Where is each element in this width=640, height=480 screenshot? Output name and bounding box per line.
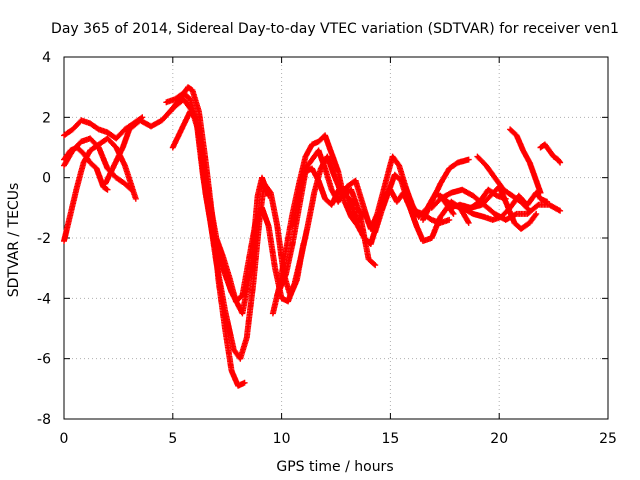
plus-markers	[537, 141, 564, 166]
plus-markers	[474, 153, 533, 214]
x-tick-label: 0	[60, 431, 69, 447]
y-tick-label: 0	[42, 171, 51, 187]
series-arc-18	[507, 126, 544, 196]
y-tick-label: -8	[37, 412, 51, 428]
x-axis-label: GPS time / hours	[276, 459, 393, 475]
plus-markers	[61, 144, 111, 193]
x-tick-label: 5	[168, 431, 177, 447]
series-arc-16	[467, 186, 509, 211]
series-arc-6	[163, 90, 307, 362]
series-arc-17	[474, 153, 533, 214]
x-tick-label: 15	[381, 431, 399, 447]
plus-markers	[507, 126, 544, 196]
y-tick-label: 4	[42, 50, 51, 66]
plus-markers	[289, 147, 453, 235]
plus-markers	[163, 90, 307, 362]
series-arc-11	[289, 147, 453, 235]
grid	[64, 57, 608, 419]
series-arc-19	[537, 141, 564, 166]
y-tick-label: -6	[37, 352, 51, 368]
y-tick-label: -4	[37, 291, 51, 307]
x-tick-label: 20	[490, 431, 508, 447]
plus-markers	[420, 156, 472, 223]
axis-ticks: 0 5 10 15 20 25 -8 -6 -4 -2 0 2 4	[37, 50, 617, 447]
x-tick-label: 10	[273, 431, 291, 447]
series-arc-4	[61, 144, 111, 193]
series-arc-12	[420, 156, 472, 223]
y-tick-label: -2	[37, 231, 51, 247]
data-series	[61, 84, 564, 389]
y-tick-label: 2	[42, 110, 51, 126]
y-axis-label: SDTVAR / TECUs	[6, 183, 22, 298]
x-tick-label: 25	[599, 431, 617, 447]
plus-markers	[467, 186, 509, 211]
chart-title: Day 365 of 2014, Sidereal Day-to-day VTE…	[51, 21, 619, 37]
